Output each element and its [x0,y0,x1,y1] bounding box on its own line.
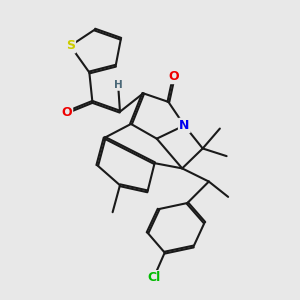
Text: N: N [179,119,190,132]
Text: H: H [114,80,122,90]
Text: S: S [66,39,75,52]
Text: O: O [169,70,179,83]
Text: Cl: Cl [147,271,160,284]
Text: O: O [61,106,72,119]
